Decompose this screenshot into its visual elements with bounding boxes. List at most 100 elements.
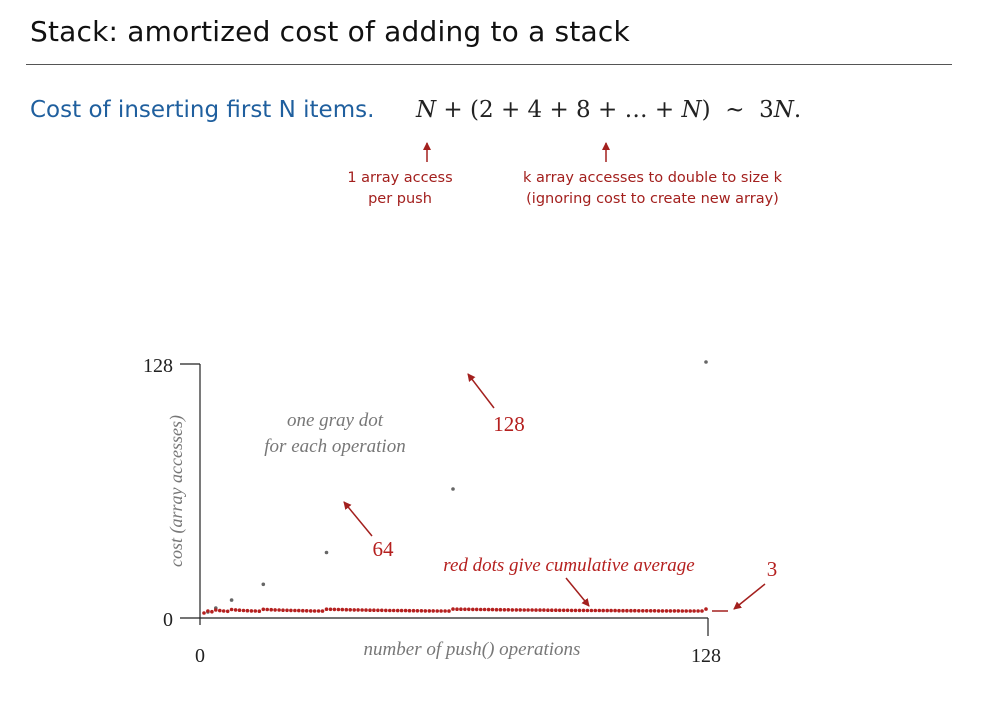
red-dot-63: [447, 609, 451, 613]
x-tick-label-min: 0: [195, 645, 205, 667]
y-tick-label-max: 128: [143, 355, 173, 377]
gray-dot-8: [229, 598, 234, 602]
y-axis-label: cost (array accesses): [166, 415, 187, 567]
red-dot-19: [273, 608, 277, 612]
red-dot-11: [241, 608, 246, 613]
red-dot-35: [336, 607, 341, 612]
red-dot-79: [510, 608, 515, 612]
red-dot-12: [245, 608, 250, 613]
red-dot-77: [502, 608, 507, 612]
red-dot-22: [285, 608, 289, 613]
red-dot-100: [593, 608, 598, 613]
red-dot-118: [664, 609, 669, 613]
red-dot-128: [704, 607, 708, 611]
red-dot-71: [478, 607, 483, 612]
red-dot-4: [214, 608, 218, 612]
red-dot-15: [257, 609, 262, 613]
red-dot-43: [368, 608, 372, 612]
red-dot-116: [656, 609, 661, 613]
red-dot-60: [435, 609, 440, 613]
gray-dot-note-line2: for each operation: [264, 436, 405, 457]
x-axis-label: number of push() operations: [364, 639, 581, 660]
red-dot-127: [700, 609, 704, 613]
red-dot-37: [344, 607, 349, 612]
red-dot-47: [384, 608, 388, 613]
label-64: 64: [373, 537, 395, 561]
resize-cost-line1: k array accesses to double to size k: [522, 170, 783, 186]
red-dot-65: [455, 607, 459, 611]
push-cost-line1: 1 array access: [347, 170, 453, 186]
red-dot-73: [486, 607, 491, 612]
red-dot-2: [206, 609, 210, 613]
gray-dot-note-line1: one gray dot: [287, 410, 384, 431]
red-dot-64: [451, 607, 455, 611]
red-dot-28: [308, 609, 313, 613]
gray-dot-16: [261, 582, 266, 587]
x-tick-label-max: 128: [691, 645, 721, 667]
gray-dot-32: [324, 550, 329, 555]
red-dot-49: [391, 608, 396, 613]
red-dot-53: [407, 608, 412, 613]
formula-n: N: [416, 97, 437, 123]
formula-sum-close: ): [701, 97, 711, 123]
red-dot-120: [672, 609, 677, 613]
formula-sum-open: (2 + 4 + 8 + … +: [470, 97, 682, 123]
resize-cost-note: k array accesses to double to size k (ig…: [495, 168, 810, 210]
red-dot-68: [467, 607, 471, 612]
arrow-to-128: [467, 373, 495, 409]
red-dot-6: [221, 609, 226, 613]
red-dot-42: [364, 608, 368, 612]
formula-tilde: ~: [710, 97, 760, 123]
red-dot-61: [439, 609, 443, 613]
red-dot-89: [550, 608, 554, 612]
arrow-to-red-dots: [565, 577, 590, 607]
red-dot-32: [324, 607, 329, 611]
red-dot-108: [625, 608, 629, 613]
red-dot-93: [565, 608, 570, 613]
red-dot-76: [498, 607, 503, 612]
red-dot-75: [494, 607, 499, 612]
red-dot-81: [518, 608, 522, 612]
red-dot-78: [506, 608, 511, 612]
red-dot-38: [348, 608, 353, 612]
red-dot-41: [360, 608, 364, 612]
red-dot-24: [293, 608, 297, 613]
red-dot-88: [546, 608, 550, 612]
formula-three: 3: [759, 97, 774, 123]
red-dot-18: [269, 607, 274, 612]
red-dot-83: [526, 608, 530, 612]
red-dot-54: [411, 608, 416, 613]
red-dot-20: [277, 608, 281, 612]
red-dot-3: [210, 609, 214, 614]
red-dot-90: [554, 608, 558, 612]
red-dot-126: [696, 609, 700, 613]
red-dot-112: [641, 609, 645, 613]
red-dot-122: [680, 609, 685, 613]
red-dot-80: [514, 608, 519, 612]
red-dot-13: [249, 609, 254, 613]
red-dot-107: [621, 608, 625, 613]
push-cost-line2: per push: [368, 191, 432, 207]
red-dot-17: [265, 607, 270, 612]
red-dot-8: [229, 607, 234, 612]
red-dot-36: [340, 607, 345, 612]
red-dot-115: [652, 609, 657, 613]
formula-result-n: N: [773, 97, 794, 123]
red-dot-5: [218, 608, 222, 613]
red-dot-62: [443, 609, 447, 613]
red-dot-87: [542, 608, 546, 612]
gray-dot-128: [704, 360, 708, 364]
formula-period: .: [793, 97, 802, 123]
red-dot-91: [557, 608, 562, 613]
red-dot-66: [459, 607, 463, 611]
red-dot-30: [316, 609, 321, 613]
red-dot-98: [585, 608, 590, 613]
data-points: [202, 360, 708, 615]
red-dot-74: [490, 607, 495, 612]
red-dot-117: [660, 609, 665, 613]
red-dot-52: [403, 608, 408, 613]
red-dot-44: [372, 608, 376, 612]
red-dot-16: [261, 607, 266, 612]
red-dot-45: [376, 608, 380, 613]
